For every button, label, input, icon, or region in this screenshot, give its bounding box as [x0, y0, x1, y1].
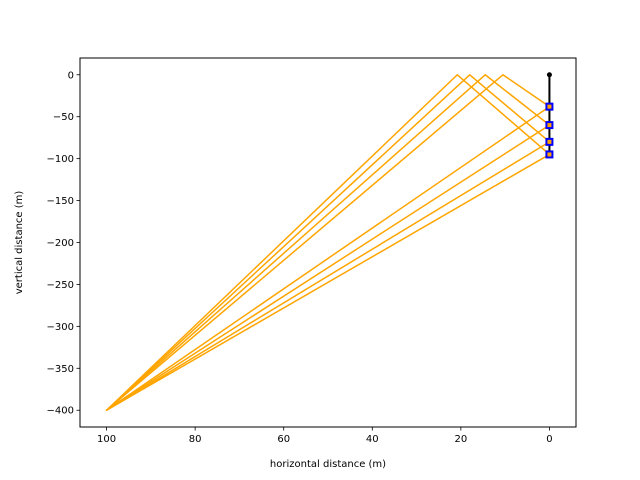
trajectory-path-3 [105, 74, 550, 411]
y-tick-label: −400 [47, 406, 74, 417]
x-tick-label: 100 [97, 434, 116, 445]
x-tick-label: 80 [189, 434, 202, 445]
marker-4 [545, 150, 554, 159]
y-axis-ticks: 0 −50 −100 −150 −200 −250 −300 −350 −400 [47, 70, 80, 417]
y-tick-label: 0 [68, 70, 74, 81]
y-tick-label: −300 [47, 322, 74, 333]
y-tick-label: −250 [47, 280, 74, 291]
top-point [546, 72, 552, 78]
y-axis-label: vertical distance (m) [14, 191, 25, 295]
marker-2 [545, 121, 554, 130]
y-tick-label: −100 [47, 154, 74, 165]
trajectory-path-2 [105, 74, 550, 411]
y-tick-label: −200 [47, 238, 74, 249]
trajectory-path-1 [105, 74, 550, 411]
x-tick-label: 60 [277, 434, 290, 445]
marker-3 [545, 137, 554, 146]
y-tick-label: −350 [47, 364, 74, 375]
x-axis-ticks: 100 80 60 40 20 0 [97, 427, 553, 445]
y-tick-label: −50 [53, 112, 74, 123]
x-axis-label: horizontal distance (m) [270, 459, 386, 470]
x-tick-label: 40 [366, 434, 379, 445]
x-tick-label: 0 [546, 434, 552, 445]
plot-area [105, 72, 554, 411]
y-tick-label: −150 [47, 196, 74, 207]
trajectory-path-4 [105, 74, 550, 411]
marker-1 [545, 102, 554, 111]
x-tick-label: 20 [454, 434, 467, 445]
